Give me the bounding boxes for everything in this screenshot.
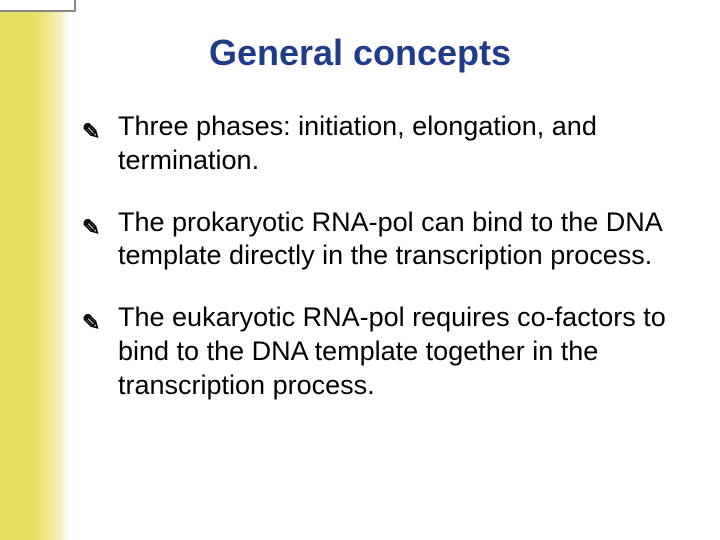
bullet-rest: eukaryotic RNA-pol requires co-factors t… [118, 302, 666, 400]
bullet-rest: phases: initiation, elongation, and term… [118, 111, 597, 175]
bullet-item: ✎ The eukaryotic RNA-pol requires co-fac… [82, 301, 672, 402]
bullet-rest: prokaryotic RNA-pol can bind to the DNA … [118, 207, 661, 271]
slide-body: ✎ Three phases: initiation, elongation, … [82, 110, 672, 430]
bullet-item: ✎ Three phases: initiation, elongation, … [82, 110, 672, 178]
top-left-tab [0, 0, 76, 12]
bullet-icon: ✎ [82, 118, 100, 146]
bullet-lead: Three [118, 111, 189, 141]
bullet-lead: The [118, 207, 165, 237]
slide-title: General concepts [0, 32, 720, 74]
bullet-icon: ✎ [82, 309, 100, 337]
bullet-icon: ✎ [82, 214, 100, 242]
left-accent-bar [0, 0, 70, 540]
bullet-item: ✎ The prokaryotic RNA-pol can bind to th… [82, 206, 672, 274]
bullet-lead: The [118, 302, 165, 332]
